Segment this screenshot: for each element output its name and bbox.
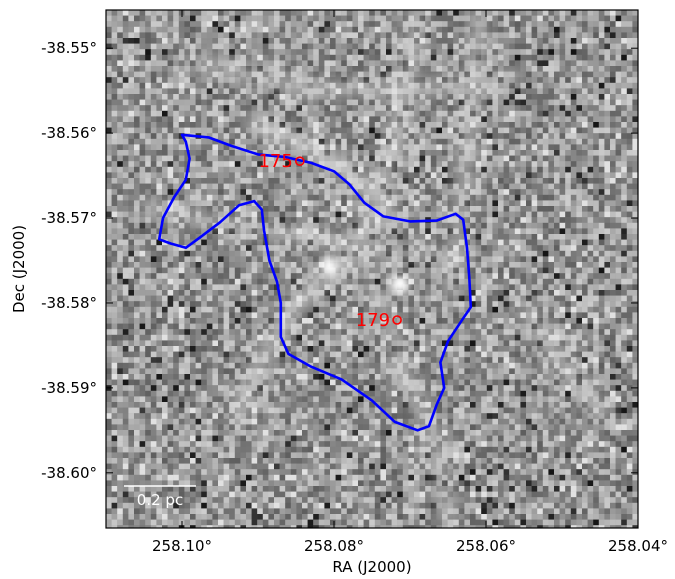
source-label-179: 179 xyxy=(356,310,390,331)
y-tick-label: -38.57° xyxy=(41,209,97,227)
scale-bar: 0.2 pc xyxy=(124,485,196,509)
x-tick-label: 258.06° xyxy=(456,537,516,555)
x-axis-title: RA (J2000) xyxy=(332,558,411,576)
grayscale-emission-image xyxy=(106,10,638,528)
y-tick-label: -38.58° xyxy=(41,294,97,312)
source-label-175: 175 xyxy=(258,151,292,172)
x-tick-label: 258.10° xyxy=(152,537,212,555)
y-tick-label: -38.56° xyxy=(41,124,97,142)
bright-filaments xyxy=(138,10,616,522)
source-marker-175 xyxy=(294,156,305,166)
y-axis-title: Dec (J2000) xyxy=(10,225,28,313)
scale-bar-label: 0.2 pc xyxy=(137,491,183,509)
plot-frame xyxy=(105,9,639,529)
y-tick-label: -38.59° xyxy=(41,379,97,397)
x-tick-label: 258.08° xyxy=(304,537,364,555)
source-marker-179 xyxy=(392,315,402,325)
blue-contour xyxy=(157,133,473,432)
bright-knots xyxy=(322,258,409,293)
x-tick-label: 258.04° xyxy=(608,537,668,555)
y-tick-label: -38.60° xyxy=(41,464,97,482)
y-tick-label: -38.55° xyxy=(41,39,97,57)
